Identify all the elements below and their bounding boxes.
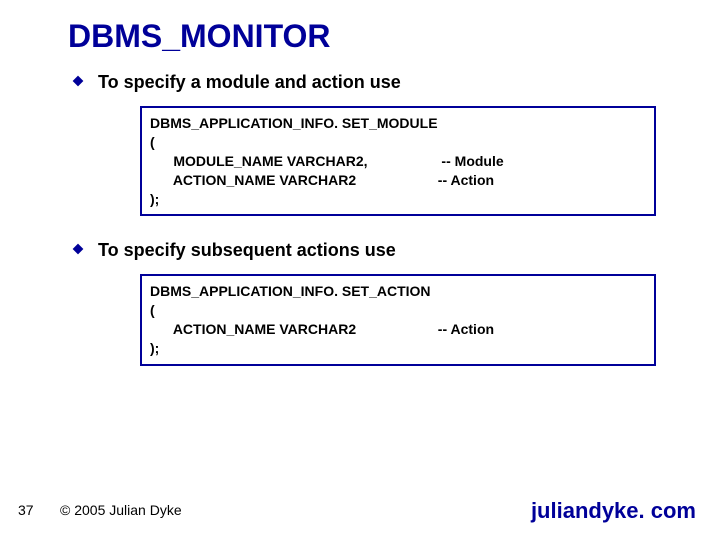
code-box-2: DBMS_APPLICATION_INFO. SET_ACTION ( ACTI… xyxy=(140,274,656,366)
slide-title: DBMS_MONITOR xyxy=(68,18,331,55)
code-line: DBMS_APPLICATION_INFO. SET_MODULE xyxy=(150,114,646,133)
code-box-1: DBMS_APPLICATION_INFO. SET_MODULE ( MODU… xyxy=(140,106,656,216)
code-line: ACTION_NAME VARCHAR2 -- Action xyxy=(150,171,646,190)
code-line: ); xyxy=(150,339,646,358)
bullet-1-text: To specify a module and action use xyxy=(98,72,401,93)
code-line: MODULE_NAME VARCHAR2, -- Module xyxy=(150,152,646,171)
domain-text: juliandyke. com xyxy=(531,498,696,524)
code-line: ACTION_NAME VARCHAR2 -- Action xyxy=(150,320,646,339)
code-line: ( xyxy=(150,133,646,152)
bullet-2-text: To specify subsequent actions use xyxy=(98,240,396,261)
code-line: ( xyxy=(150,301,646,320)
bullet-2: To specify subsequent actions use xyxy=(72,240,396,261)
code-line: ); xyxy=(150,190,646,209)
copyright-text: © 2005 Julian Dyke xyxy=(60,502,182,518)
diamond-bullet-icon xyxy=(72,75,84,87)
diamond-bullet-icon xyxy=(72,243,84,255)
bullet-1: To specify a module and action use xyxy=(72,72,401,93)
page-number: 37 xyxy=(18,502,34,518)
code-line: DBMS_APPLICATION_INFO. SET_ACTION xyxy=(150,282,646,301)
